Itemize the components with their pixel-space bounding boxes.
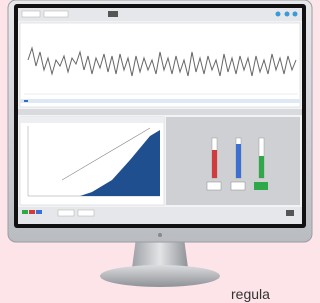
gauge-button <box>254 182 268 190</box>
status-swatch <box>36 210 42 214</box>
toolbar-icon <box>276 12 281 17</box>
toolbar-icon <box>293 12 298 17</box>
status-swatch <box>22 210 28 214</box>
gauge-fill <box>259 156 264 178</box>
caption: regula <box>231 286 270 302</box>
gauge-fill <box>212 150 217 178</box>
toolbar-field <box>22 11 40 17</box>
gauge-button <box>231 182 245 190</box>
divider <box>18 109 302 115</box>
page: regula (() => { const data = JSON.parse(… <box>0 0 319 303</box>
logo <box>158 233 162 237</box>
scroll-strip <box>20 99 300 103</box>
toolbar-button <box>108 11 118 17</box>
gauge-button <box>207 182 221 190</box>
scroll-thumb <box>24 100 28 102</box>
stand-base <box>100 265 220 287</box>
monitor-scene: regula <box>0 0 319 303</box>
status-field <box>78 210 94 216</box>
toolbar-field <box>44 11 68 17</box>
gauge-fill <box>236 144 241 178</box>
panel-header <box>20 117 164 123</box>
status-swatch <box>29 210 35 214</box>
status-button <box>286 210 294 216</box>
toolbar-icon <box>285 12 290 17</box>
gauge-panel <box>166 117 300 205</box>
status-field <box>58 210 74 216</box>
